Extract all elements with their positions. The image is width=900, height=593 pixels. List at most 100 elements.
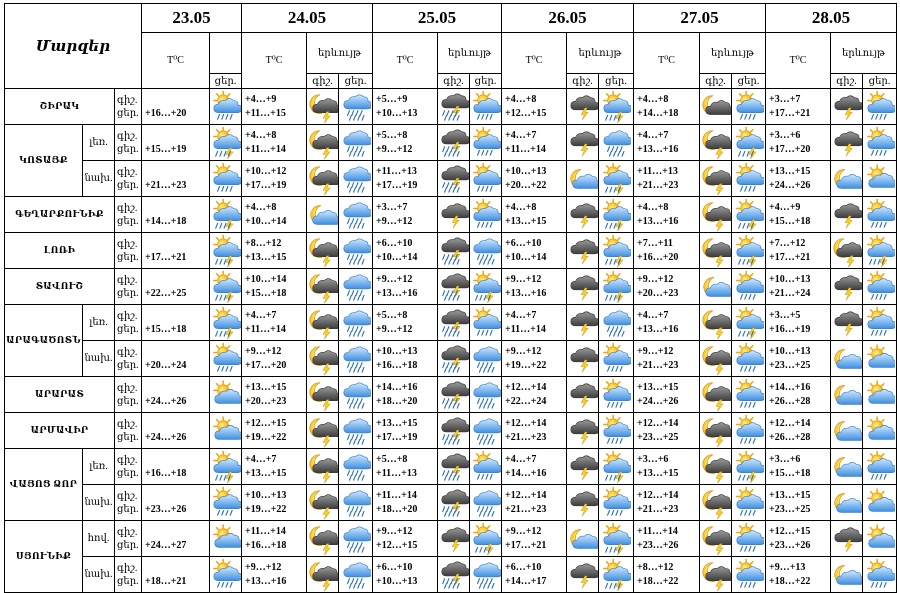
- weather-icon-cell: [469, 520, 502, 557]
- table-row: նախ. գիշ. ցեր. +18…+21 +9…+12 +13…+16 +6…+10…: [5, 556, 897, 593]
- day-temp: +18…+20: [376, 395, 418, 407]
- weather-icon-cell: [437, 268, 470, 305]
- weather-icon-cell: [209, 556, 242, 593]
- day-temp: +17…+19: [245, 179, 287, 191]
- night-label: գիշ.: [117, 562, 138, 574]
- weather-icon-cell: [731, 88, 766, 125]
- weather-icon-cell: [338, 412, 373, 449]
- temp-cell: +24…+26: [141, 412, 210, 449]
- weather-icon-cell: [338, 520, 373, 557]
- day-temp: +16…+18: [376, 359, 418, 371]
- moon-icon: [833, 384, 862, 405]
- weather-icon-cell: [699, 88, 732, 125]
- weather-icon-cell: [699, 304, 732, 341]
- temp-cell: +13…+15 +23…+25: [765, 484, 831, 521]
- sun-cloud-rain-icon: [866, 126, 895, 156]
- sun-cloud-rain-icon: [212, 90, 241, 120]
- weather-icon-cell: [830, 268, 863, 305]
- weather-icon-cell: [566, 376, 599, 413]
- day-temp: +20…+22: [505, 179, 547, 191]
- moon-storm-icon: [309, 94, 338, 123]
- storm-icon: [833, 274, 862, 300]
- day-temp: +23…+25: [637, 431, 679, 443]
- temp-cell: +10…+13 +20…+22: [501, 160, 567, 197]
- weather-icon-cell: [209, 196, 242, 233]
- weather-icon-cell: [598, 304, 634, 341]
- sun-cloud-rain-icon: [472, 126, 501, 156]
- day-label: ցեր.: [117, 467, 139, 479]
- temp-cell: +20…+24: [141, 340, 210, 377]
- phenomenon-col-header: երևույթ: [830, 32, 897, 74]
- region-name: ԱՐԱՐԱՏ: [4, 376, 115, 413]
- storm-rain-icon: [440, 381, 469, 409]
- weather-icon-cell: [566, 88, 599, 125]
- night-temp: +3…+6: [637, 453, 669, 465]
- region-name: ՍՅՈՒՆԻՔ: [4, 520, 83, 593]
- cloud-rain-icon: [342, 273, 371, 301]
- day-temp: +9…+12: [376, 323, 413, 335]
- storm-rain-icon: [440, 345, 469, 373]
- temp-cell: +8…+12 +13…+15: [241, 232, 307, 269]
- weather-icon-cell: [862, 268, 897, 305]
- night-temp: +14…+16: [376, 381, 418, 393]
- storm-icon: [833, 310, 862, 336]
- night-temp: +12…+15: [769, 525, 811, 537]
- weather-icon-cell: [862, 88, 897, 125]
- sun-storm-icon: [866, 234, 895, 267]
- region-name: ԼՈՌԻ: [4, 232, 115, 269]
- day-temp: +17…+19: [376, 431, 418, 443]
- date-header-4: 26.05: [501, 3, 634, 33]
- storm-rain-icon: [440, 417, 469, 445]
- table-row: ՇԻՐԱԿ գիշ. ցեր. +16…+20 +4…+9 +11…+15 +5…+9 +…: [4, 88, 897, 125]
- storm-rain-icon: [440, 561, 469, 589]
- night-temp: +6…+10: [376, 561, 413, 573]
- time-of-day-label: գիշ. ցեր.: [114, 376, 142, 413]
- temp-cell: +10…+13 +21…+24: [765, 268, 831, 305]
- table-row: ՎԱՅՈՑ ՁՈՐ լեռ. գիշ. ցեր. +16…+18 +4…+7 +13…+1…: [4, 448, 897, 521]
- time-of-day-label: գիշ. ցեր.: [114, 412, 142, 449]
- weather-icon-cell: [566, 232, 599, 269]
- night-temp: +9…+12: [376, 525, 413, 537]
- day-temp: +13…+15: [505, 215, 547, 227]
- weather-icon-cell: [598, 340, 634, 377]
- night-temp: +4…+8: [505, 93, 537, 105]
- weather-icon-cell: [338, 196, 373, 233]
- temp-cell: +10…+13 +23…+25: [765, 340, 831, 377]
- night-label: գիշ.: [117, 454, 138, 466]
- temp-cell: +4…+7 +13…+15: [241, 448, 307, 485]
- weather-icon-cell: [598, 376, 634, 413]
- weather-icon-cell: [830, 520, 863, 557]
- region-name: ԱՐԱԳԱԾՈՏՆ: [4, 304, 83, 377]
- day-temp: +21…+23: [145, 179, 187, 191]
- night-temp: +11…+14: [376, 489, 417, 501]
- weather-icon-cell: [598, 232, 634, 269]
- night-label: գիշ.: [117, 418, 138, 430]
- night-label: գիշ.: [117, 346, 138, 358]
- weather-icon-cell: [338, 304, 373, 341]
- weather-icon-cell: [699, 412, 732, 449]
- table-row: ՏԱՎՈՒՇ գիշ. ցեր. +22…+25 +10…+14 +15…+18 +9……: [4, 268, 897, 305]
- day-temp: +15…+19: [145, 143, 187, 155]
- night-temp: +13…+15: [245, 381, 287, 393]
- night-temp: +9…+12: [637, 345, 674, 357]
- day-label: ցեր.: [117, 215, 139, 227]
- weather-icon-cell: [598, 484, 634, 521]
- sun-cloud-rain-icon: [472, 90, 501, 120]
- temp-cell: +6…+10 +14…+17: [501, 556, 567, 593]
- moon-icon: [833, 420, 862, 441]
- day-temp: +18…+21: [145, 575, 187, 587]
- sun-storm-icon: [735, 198, 764, 231]
- weather-icon-cell: [566, 412, 599, 449]
- temp-cell: +12…+14 +21…+23: [501, 484, 567, 521]
- day-label: ցեր.: [117, 359, 139, 371]
- day-temp: +11…+14: [505, 143, 546, 155]
- weather-icon-cell: [306, 232, 339, 269]
- day-temp: +26…+28: [769, 431, 811, 443]
- temp-cell: +5…+8 +11…+13: [372, 448, 438, 485]
- sun-storm-icon: [212, 234, 241, 267]
- time-of-day-label: գիշ. ցեր.: [114, 556, 142, 593]
- region-sub-label: հով.: [82, 520, 115, 557]
- moon-storm-icon: [702, 130, 731, 159]
- day-temp: +15…+18: [245, 287, 287, 299]
- day-temp: +13…+15: [245, 251, 287, 263]
